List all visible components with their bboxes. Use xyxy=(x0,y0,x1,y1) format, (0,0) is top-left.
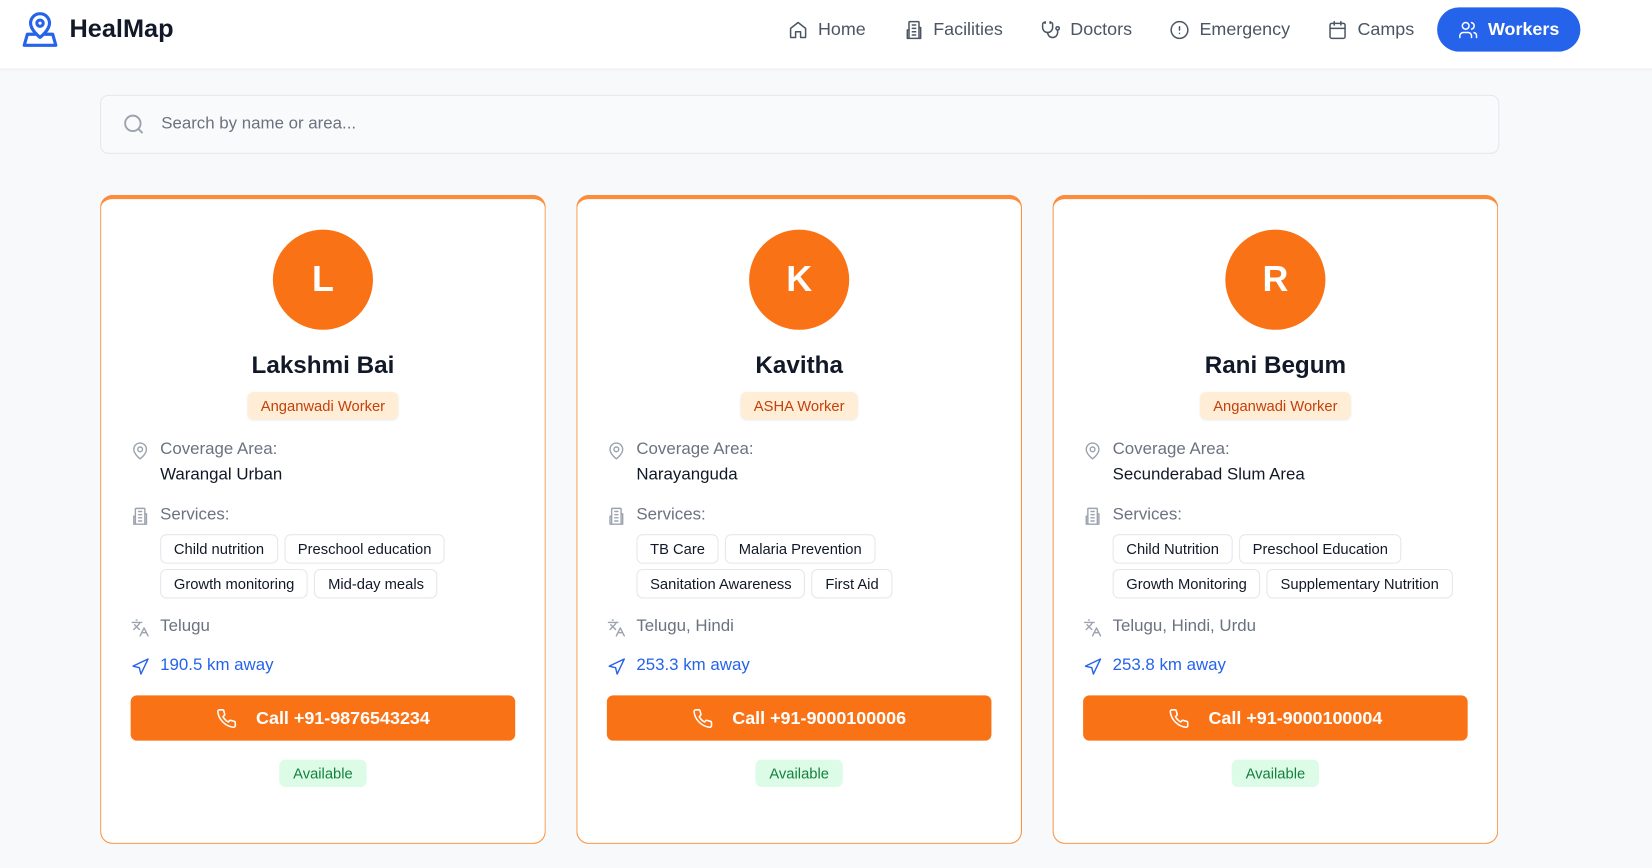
building-icon xyxy=(906,20,922,39)
building-icon xyxy=(609,507,624,525)
service-tag: Growth monitoring xyxy=(160,568,309,599)
service-tag: Malaria Prevention xyxy=(725,534,876,564)
map-pin-icon xyxy=(1085,442,1100,460)
avatar: R xyxy=(1225,229,1326,330)
search-input[interactable] xyxy=(161,114,1426,134)
stethoscope-icon xyxy=(1041,20,1060,38)
services-label: Services: xyxy=(636,505,706,524)
nav-facilities[interactable]: Facilities xyxy=(889,7,1018,51)
coverage-label: Coverage Area: xyxy=(160,440,278,459)
map-pin-logo-icon xyxy=(22,12,58,47)
nav-label: Camps xyxy=(1357,18,1415,39)
service-tag: Sanitation Awareness xyxy=(636,568,806,599)
nav-label: Facilities xyxy=(933,18,1003,39)
worker-name: Lakshmi Bai xyxy=(251,350,395,379)
distance: 253.3 km away xyxy=(636,656,750,675)
coverage-area: Warangal Urban xyxy=(160,465,283,484)
coverage-label: Coverage Area: xyxy=(636,440,754,459)
call-button[interactable]: Call +91-9000100004 xyxy=(1083,695,1468,741)
coverage-area: Narayanguda xyxy=(636,465,738,484)
distance: 190.5 km away xyxy=(160,656,274,675)
worker-cards: L Lakshmi Bai Anganwadi Worker Coverage … xyxy=(100,194,1499,844)
translate-icon xyxy=(131,619,149,637)
role-badge: ASHA Worker xyxy=(741,391,858,420)
phone-icon xyxy=(1169,708,1189,728)
call-label: Call +91-9876543234 xyxy=(256,707,430,728)
navigation-icon xyxy=(1084,658,1102,675)
service-tag: Supplementary Nutrition xyxy=(1266,568,1453,599)
status-badge: Available xyxy=(1231,759,1319,788)
calendar-icon xyxy=(1329,20,1347,39)
status-badge: Available xyxy=(279,759,367,788)
service-tag: First Aid xyxy=(811,568,893,599)
worker-name: Rani Begum xyxy=(1204,350,1347,379)
service-tag: Child Nutrition xyxy=(1112,534,1233,564)
coverage-area: Secunderabad Slum Area xyxy=(1112,465,1305,484)
service-tag: Growth Monitoring xyxy=(1112,568,1261,599)
distance: 253.8 km away xyxy=(1112,656,1226,675)
avatar: L xyxy=(272,229,373,330)
nav-doctors[interactable]: Doctors xyxy=(1026,7,1147,51)
nav-label: Doctors xyxy=(1070,18,1133,39)
languages: Telugu, Hindi, Urdu xyxy=(1112,617,1256,636)
nav-camps[interactable]: Camps xyxy=(1313,7,1429,51)
role-badge: Anganwadi Worker xyxy=(248,391,398,420)
translate-icon xyxy=(607,619,625,637)
call-button[interactable]: Call +91-9000100006 xyxy=(606,695,992,741)
map-pin-icon xyxy=(609,442,624,460)
services-list: Child Nutrition Preschool Education Growth… xyxy=(1112,534,1468,599)
nav-workers[interactable]: Workers xyxy=(1437,7,1581,52)
logo[interactable]: HealMap xyxy=(21,11,174,49)
service-tag: Preschool Education xyxy=(1238,534,1402,564)
navigation-icon xyxy=(608,658,625,675)
app-name: HealMap xyxy=(69,14,174,44)
service-tag: Preschool education xyxy=(284,534,446,564)
phone-icon xyxy=(693,708,713,728)
alert-circle-icon xyxy=(1170,20,1190,39)
service-tag: Child nutrition xyxy=(160,534,278,564)
home-icon xyxy=(790,21,807,38)
worker-card: L Lakshmi Bai Anganwadi Worker Coverage … xyxy=(100,194,546,844)
services-list: TB Care Malaria Prevention Sanitation Awar… xyxy=(636,534,991,599)
service-tag: TB Care xyxy=(636,534,719,564)
role-badge: Anganwadi Worker xyxy=(1200,391,1351,420)
worker-card: R Rani Begum Anganwadi Worker Coverage A… xyxy=(1052,194,1499,844)
avatar: K xyxy=(749,229,850,330)
service-tag: Mid-day meals xyxy=(314,568,438,599)
building-icon xyxy=(133,507,148,525)
phone-icon xyxy=(217,708,237,728)
search-icon xyxy=(124,114,144,134)
nav-label: Workers xyxy=(1487,18,1560,39)
call-label: Call +91-9000100006 xyxy=(732,707,907,728)
navigation-icon xyxy=(132,658,149,675)
main-nav: Home Facilities Doctors Emergency Camps Worke… xyxy=(774,7,1581,52)
building-icon xyxy=(1085,507,1100,525)
worker-card: K Kavitha ASHA Worker Coverage Area: Nara… xyxy=(576,194,1022,844)
coverage-label: Coverage Area: xyxy=(1112,440,1230,459)
translate-icon xyxy=(1083,619,1102,637)
call-button[interactable]: Call +91-9876543234 xyxy=(130,695,516,741)
services-label: Services: xyxy=(1112,505,1182,524)
worker-name: Kavitha xyxy=(755,350,843,379)
users-icon xyxy=(1459,21,1478,38)
nav-label: Home xyxy=(817,18,866,39)
status-badge: Available xyxy=(755,759,843,788)
header: HealMap Home Facilities Doctors Emergency Ca… xyxy=(0,0,1652,70)
map-pin-icon xyxy=(133,442,148,460)
search-bar xyxy=(100,94,1500,154)
nav-emergency[interactable]: Emergency xyxy=(1155,7,1305,51)
languages: Telugu, Hindi xyxy=(636,617,734,636)
services-label: Services: xyxy=(160,505,230,524)
nav-label: Emergency xyxy=(1199,18,1291,39)
call-label: Call +91-9000100004 xyxy=(1208,707,1383,728)
languages: Telugu xyxy=(160,617,210,636)
services-list: Child nutrition Preschool education Growth… xyxy=(160,534,515,599)
nav-home[interactable]: Home xyxy=(774,7,881,51)
